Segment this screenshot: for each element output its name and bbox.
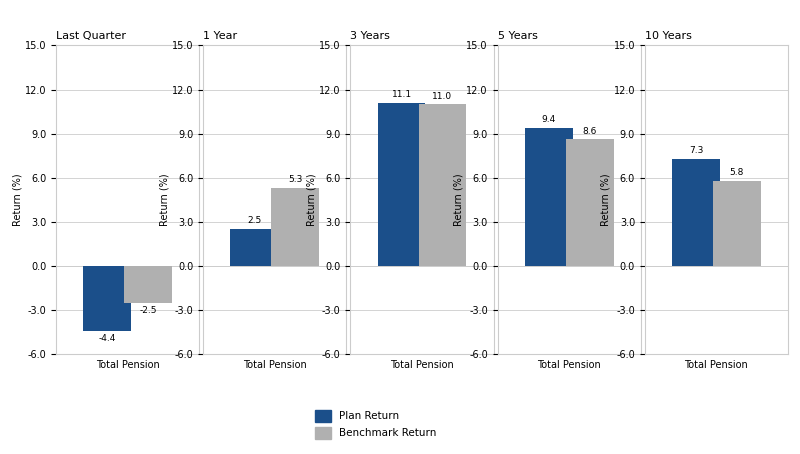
Y-axis label: Return (%): Return (%) — [306, 173, 316, 226]
Bar — [525, 128, 573, 266]
Text: 2.5: 2.5 — [247, 217, 262, 226]
Text: 10 Years: 10 Years — [645, 31, 692, 41]
Text: 3 Years: 3 Years — [350, 31, 390, 41]
Text: 9.4: 9.4 — [542, 115, 556, 124]
Text: -4.4: -4.4 — [98, 334, 116, 343]
X-axis label: Total Pension: Total Pension — [390, 360, 454, 370]
Bar — [713, 181, 761, 266]
Bar — [378, 103, 426, 266]
Text: 11.0: 11.0 — [432, 92, 453, 100]
Bar — [230, 229, 278, 266]
Text: Last Quarter: Last Quarter — [56, 31, 126, 41]
Bar — [418, 104, 466, 266]
Text: 5 Years: 5 Years — [498, 31, 538, 41]
Bar — [124, 266, 172, 303]
Text: 11.1: 11.1 — [391, 90, 412, 99]
Text: 5.3: 5.3 — [288, 175, 302, 184]
Text: 1 Year: 1 Year — [203, 31, 238, 41]
Text: -2.5: -2.5 — [139, 306, 157, 316]
Bar — [672, 158, 720, 266]
Bar — [271, 188, 319, 266]
Y-axis label: Return (%): Return (%) — [601, 173, 611, 226]
Legend: Plan Return, Benchmark Return: Plan Return, Benchmark Return — [310, 405, 442, 444]
X-axis label: Total Pension: Total Pension — [96, 360, 159, 370]
X-axis label: Total Pension: Total Pension — [685, 360, 748, 370]
Bar — [83, 266, 131, 331]
Y-axis label: Return (%): Return (%) — [12, 173, 22, 226]
Text: 8.6: 8.6 — [582, 127, 597, 136]
X-axis label: Total Pension: Total Pension — [538, 360, 601, 370]
X-axis label: Total Pension: Total Pension — [243, 360, 306, 370]
Bar — [566, 139, 614, 266]
Text: 7.3: 7.3 — [689, 146, 703, 155]
Text: 5.8: 5.8 — [730, 168, 744, 177]
Y-axis label: Return (%): Return (%) — [159, 173, 170, 226]
Y-axis label: Return (%): Return (%) — [454, 173, 464, 226]
